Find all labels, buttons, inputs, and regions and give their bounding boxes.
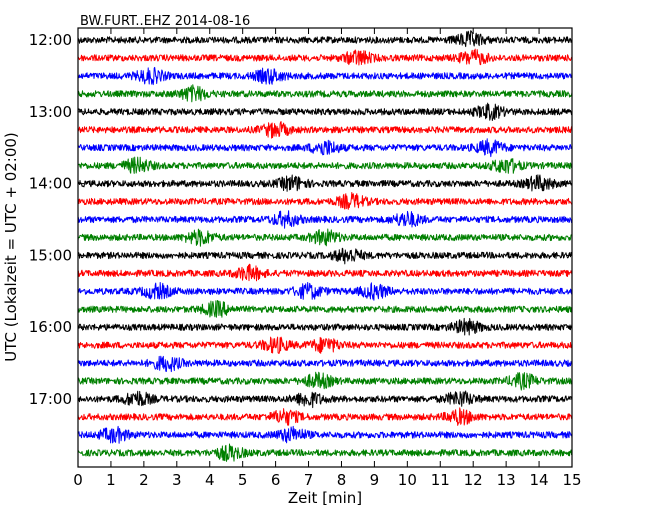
- x-axis-ticks: 0 1 2 3 4 5 6 7 8 9 10 11 12 13 14 15: [73, 28, 582, 489]
- x-tick-label: 13: [497, 471, 516, 489]
- x-tick-label: 8: [337, 471, 347, 489]
- y-tick-label: 17:00: [29, 390, 72, 408]
- plot-frame: [77, 27, 573, 468]
- trace-group: [77, 30, 573, 462]
- x-tick-label: 0: [73, 471, 83, 489]
- trace-1530: [77, 282, 573, 301]
- chart-title: BW.FURT..EHZ 2014-08-16: [80, 14, 250, 29]
- x-tick-label: 5: [238, 471, 248, 489]
- y-tick-label: 13:00: [29, 103, 72, 121]
- trace-1245: [77, 84, 573, 103]
- y-tick-label: 14:00: [29, 175, 72, 193]
- x-tick-label: 11: [431, 471, 450, 489]
- trace-1715: [77, 407, 573, 426]
- trace-1300: [77, 102, 573, 121]
- y-tick-label: 12:00: [29, 31, 72, 49]
- x-tick-label: 12: [464, 471, 483, 489]
- trace-1730: [77, 425, 573, 444]
- trace-1315: [77, 121, 573, 139]
- trace-1745: [77, 443, 573, 462]
- x-tick-label: 4: [205, 471, 215, 489]
- trace-1215: [77, 48, 573, 66]
- x-tick-label: 7: [304, 471, 314, 489]
- trace-1330: [77, 138, 573, 158]
- x-tick-label: 1: [106, 471, 116, 489]
- trace-1445: [77, 228, 573, 247]
- trace-1615: [77, 336, 573, 354]
- x-tick-label: 10: [398, 471, 417, 489]
- trace-1400: [77, 174, 573, 192]
- y-tick-label: 16:00: [29, 318, 72, 336]
- trace-1500: [77, 247, 573, 265]
- y-axis-ticks: 12:00 13:00 14:00 15:00 16:00 17:00: [29, 31, 572, 408]
- trace-1645: [77, 371, 573, 391]
- trace-1345: [77, 156, 573, 174]
- trace-1600: [77, 317, 573, 336]
- x-axis-label: Zeit [min]: [288, 489, 362, 507]
- trace-1700: [77, 390, 573, 409]
- x-tick-label: 15: [562, 471, 581, 489]
- x-tick-label: 9: [370, 471, 380, 489]
- trace-1415: [77, 192, 573, 210]
- x-tick-label: 6: [271, 471, 281, 489]
- trace-1230: [77, 66, 573, 86]
- x-tick-label: 14: [530, 471, 549, 489]
- trace-1430: [77, 210, 573, 229]
- x-tick-label: 2: [139, 471, 149, 489]
- trace-1545: [77, 300, 573, 318]
- trace-1630: [77, 355, 573, 373]
- trace-1200: [77, 30, 573, 48]
- y-tick-label: 15:00: [29, 246, 72, 264]
- y-axis-label: UTC (Lokalzeit = UTC + 02:00): [2, 132, 20, 362]
- trace-1515: [77, 263, 573, 282]
- x-tick-label: 3: [172, 471, 182, 489]
